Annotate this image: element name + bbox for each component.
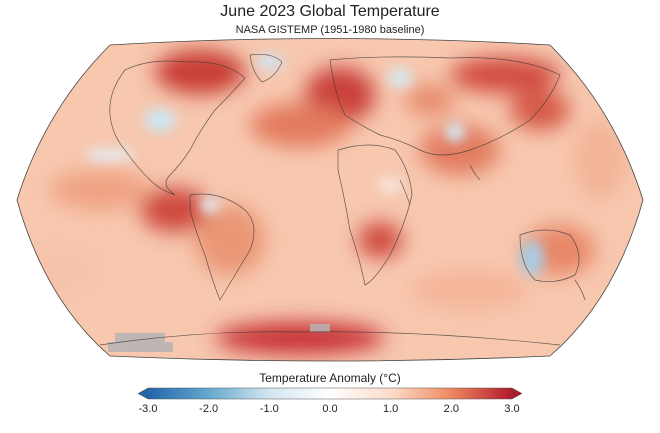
colorbar-extend-high	[511, 387, 523, 400]
colorbar-tick-label: -1.0	[259, 403, 279, 415]
no-data-patches	[108, 324, 330, 352]
colorbar-tick-label: -3.0	[138, 403, 158, 415]
map-title: June 2023 Global Temperature	[220, 3, 440, 20]
colorbar-tick-label: 1.0	[383, 403, 399, 415]
colorbar-tick-label: -2.0	[199, 403, 219, 415]
colorbar-extend-low	[137, 387, 149, 400]
colorbar-tick-label: 3.0	[504, 403, 520, 415]
colorbar	[137, 387, 523, 400]
colorbar-tick-label: 0.0	[322, 403, 338, 415]
anomaly-field	[17, 38, 643, 361]
coastlines	[99, 53, 586, 346]
globe-outline	[16, 38, 644, 362]
colorbar-label: Temperature Anomaly (°C)	[259, 371, 401, 385]
colorbar-gradient	[147, 387, 513, 400]
map-subtitle: NASA GISTEMP (1951-1980 baseline)	[235, 24, 425, 36]
colorbar-tick-label: 2.0	[443, 403, 459, 415]
